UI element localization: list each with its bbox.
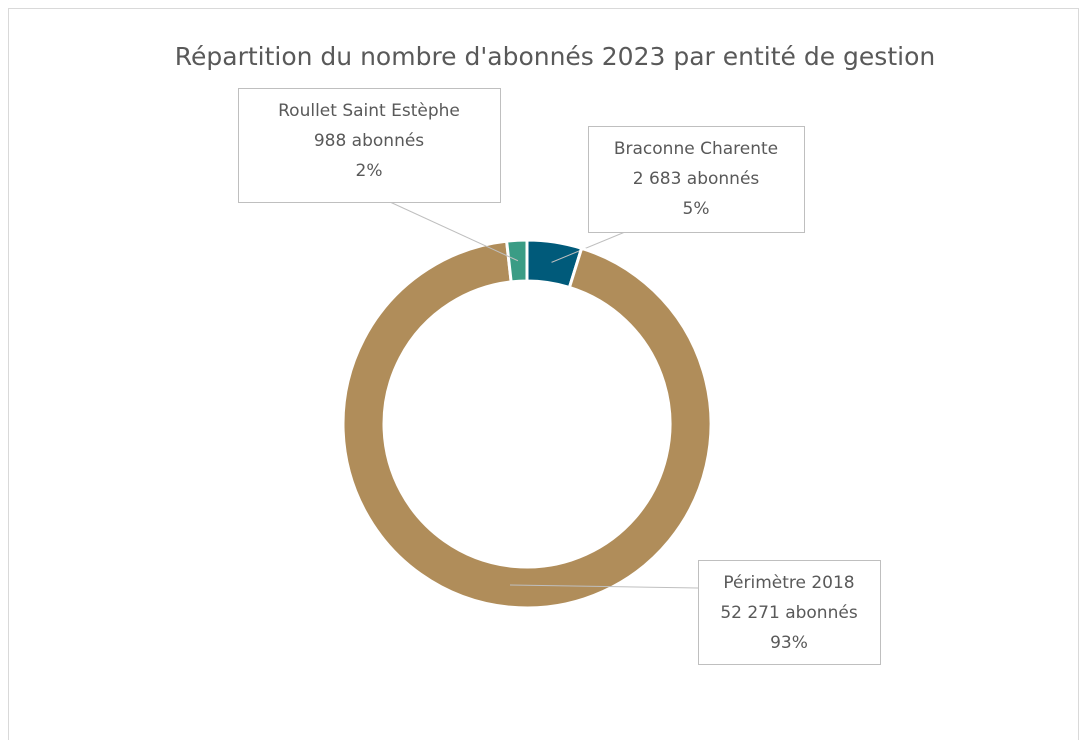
leader-line (509, 584, 699, 589)
percent-label: 93% (770, 633, 808, 653)
value-label: 988 abonnés (314, 131, 424, 151)
category-label: Roullet Saint Estèphe (278, 101, 460, 121)
chart-frame (8, 8, 1079, 744)
leader-line (551, 231, 626, 263)
slice (504, 238, 529, 284)
label-box (238, 88, 501, 203)
category-label: Périmètre 2018 (723, 573, 854, 593)
percent-label: 2% (356, 161, 383, 181)
label-box (588, 126, 805, 233)
percent-label: 5% (683, 199, 710, 219)
category-label: Braconne Charente (614, 139, 778, 159)
label-box (698, 560, 881, 665)
chart-title: Répartition du nombre d'abonnés 2023 par… (175, 42, 935, 71)
value-label: 52 271 abonnés (720, 603, 858, 623)
slice (341, 239, 713, 610)
value-label: 2 683 abonnés (633, 169, 760, 189)
leader-line (389, 201, 519, 262)
